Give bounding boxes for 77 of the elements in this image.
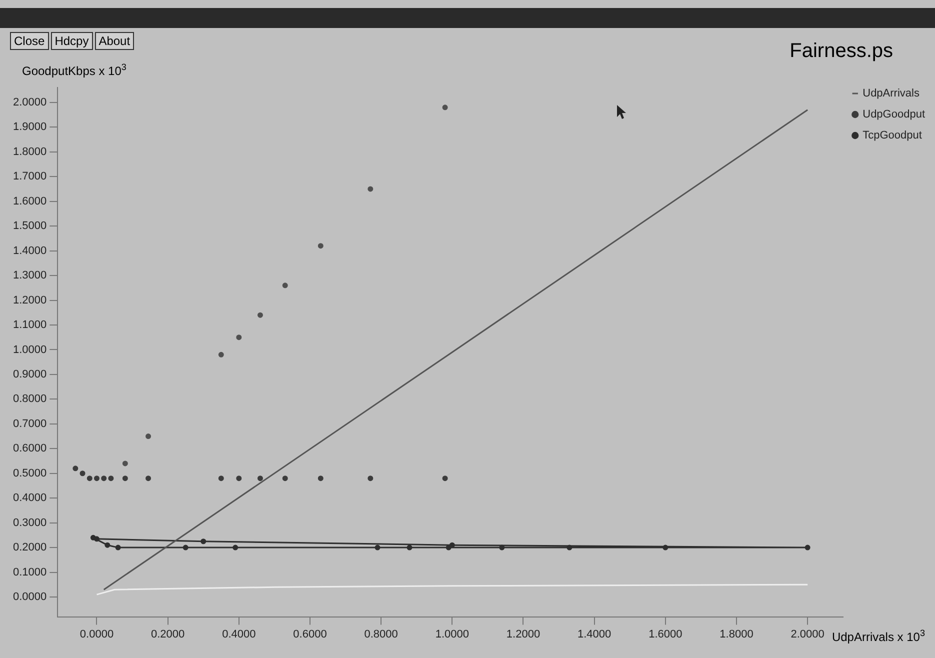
point — [182, 544, 188, 550]
point — [804, 544, 810, 550]
point — [218, 352, 224, 358]
point — [80, 470, 86, 476]
point — [94, 536, 100, 542]
y-tick-label: 1.1000 — [12, 319, 47, 332]
y-tick-label: 0.1000 — [12, 566, 47, 578]
point — [86, 476, 92, 482]
point — [232, 544, 238, 550]
point — [368, 476, 374, 482]
y-tick-label: 0.2000 — [12, 542, 47, 554]
point — [218, 476, 224, 482]
legend-label: UdpGoodput — [862, 108, 926, 121]
y-tick-label: 1.0000 — [12, 344, 47, 356]
x-tick-label: 1.6000 — [648, 628, 682, 640]
text: Close — [10, 32, 49, 50]
y-tick-label: 1.9000 — [12, 121, 47, 134]
y-tick-label: 0.8000 — [12, 393, 47, 406]
point — [200, 538, 206, 544]
x-axis-title: UdpArrivals x 10$^{3}$ — [832, 628, 925, 644]
point — [442, 476, 448, 482]
x-tick-label: 0.2000 — [150, 628, 185, 640]
x-tick-label: 0.8000 — [364, 628, 398, 640]
point — [318, 243, 324, 249]
point — [662, 544, 668, 550]
point — [115, 544, 121, 550]
y-tick-label: 1.4000 — [12, 244, 47, 257]
point — [374, 544, 380, 550]
point — [236, 334, 242, 340]
point — [282, 282, 288, 288]
y-tick-label: 0.4000 — [12, 492, 47, 504]
y-axis-title: GoodputKbps x 10$^{3}$ — [22, 62, 126, 78]
y-tick-label: 1.7000 — [12, 170, 47, 183]
text: About — [94, 32, 134, 50]
y-tick-label: 1.5000 — [12, 220, 47, 232]
point — [94, 476, 100, 482]
y-tick-label: 0.6000 — [12, 442, 47, 455]
point — [318, 476, 324, 482]
x-tick-label: 0.6000 — [293, 628, 327, 640]
point — [101, 476, 107, 482]
point — [406, 544, 412, 550]
x-tick-label: 1.2000 — [506, 628, 540, 640]
y-tick-label: 0.5000 — [12, 467, 47, 480]
point — [104, 542, 110, 548]
y-tick-label: 0.7000 — [12, 418, 47, 430]
point — [282, 476, 288, 482]
point — [122, 460, 128, 466]
x-tick-label: 1.0000 — [435, 628, 469, 640]
legend-label: UdpArrivals — [862, 88, 920, 100]
y-tick-label: 1.8000 — [12, 146, 47, 158]
chart-title: Fairness.ps — [790, 40, 893, 63]
y-tick-label: 1.2000 — [12, 294, 47, 306]
point — [236, 476, 242, 482]
y-tick-label: 0.0000 — [12, 591, 47, 604]
point — [72, 466, 78, 472]
y-tick-label: 0.9000 — [12, 368, 47, 380]
text: Hdcpy — [50, 32, 93, 50]
point — [257, 312, 263, 318]
point — [108, 476, 114, 482]
point — [146, 434, 152, 440]
y-tick-label: 2.0000 — [12, 96, 47, 108]
point — [499, 544, 505, 550]
y-tick-label: 1.6000 — [12, 195, 47, 208]
point — [368, 186, 374, 192]
x-tick-label: 1.4000 — [578, 628, 612, 640]
y-tick-label: 1.3000 — [12, 270, 47, 282]
x-tick-label: 2.0000 — [790, 628, 824, 640]
y-tick-label: 0.3000 — [12, 516, 47, 529]
point — [566, 544, 572, 550]
x-tick-label: 0.0000 — [80, 628, 114, 640]
point — [257, 476, 263, 482]
x-tick-label: 0.4000 — [222, 628, 256, 640]
legend-label: TcpGoodput — [862, 130, 922, 142]
point — [122, 476, 128, 482]
point — [442, 104, 448, 110]
x-tick-label: 1.8000 — [720, 628, 754, 640]
point — [146, 476, 152, 482]
